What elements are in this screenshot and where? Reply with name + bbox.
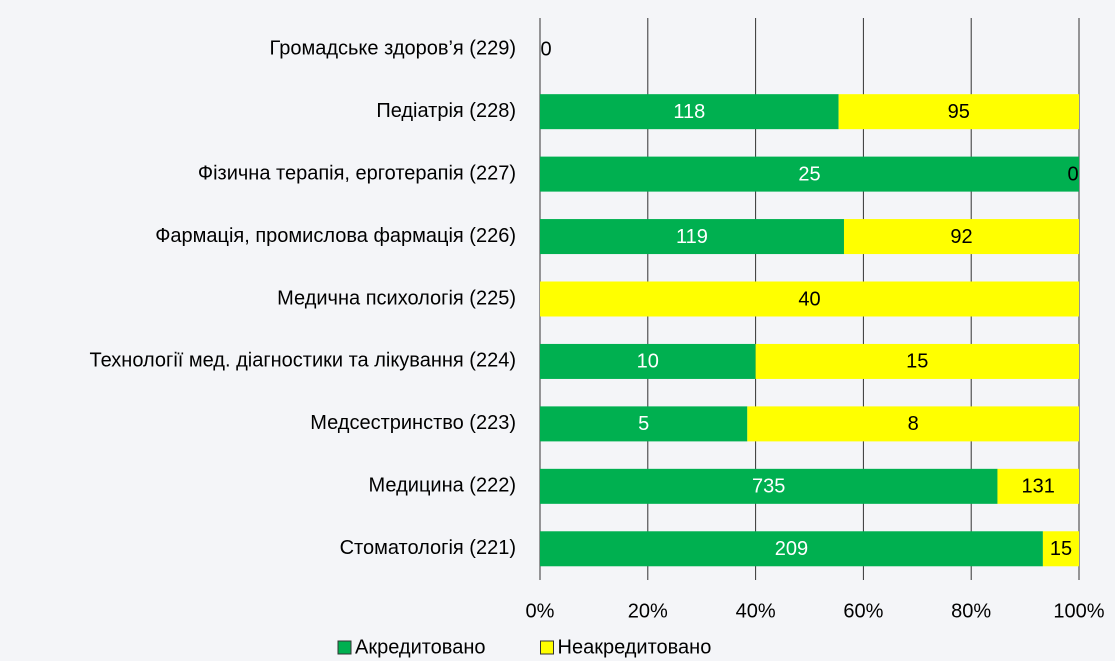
bar <box>755 343 1079 379</box>
bar <box>843 219 1079 255</box>
legend-swatch <box>337 640 352 655</box>
data-label: 209 <box>775 538 808 560</box>
data-label: 0 <box>1067 163 1078 185</box>
data-label: 735 <box>752 476 785 498</box>
x-tick-label: 0% <box>526 600 555 622</box>
data-label: 118 <box>673 101 705 123</box>
x-tick-label: 60% <box>843 600 883 622</box>
y-tick-label: Громадське здоров’я (229) <box>270 38 516 60</box>
data-label: 0 <box>540 39 551 61</box>
data-label: 131 <box>1022 476 1055 498</box>
data-label: 15 <box>906 351 928 373</box>
legend-swatch <box>540 640 554 655</box>
data-label: 119 <box>676 226 708 248</box>
data-label: 92 <box>950 226 972 248</box>
data-label: 25 <box>798 163 820 185</box>
legend-label: Неакредитовано <box>558 636 712 658</box>
bar <box>1042 531 1079 567</box>
bar <box>747 406 1079 442</box>
data-label: 10 <box>637 351 659 373</box>
data-label: 5 <box>638 413 649 435</box>
bar <box>540 219 844 255</box>
bar <box>997 468 1079 504</box>
y-tick-label: Фармація, промислова фармація (226) <box>155 225 516 247</box>
bar <box>540 468 998 504</box>
bar <box>540 343 756 379</box>
x-tick-label: 40% <box>736 600 776 622</box>
y-tick-label: Медсестринство (223) <box>310 412 516 434</box>
y-tick-label: Педіатрія (228) <box>376 100 516 122</box>
bar <box>540 94 839 130</box>
y-tick-label: Медична психологія (225) <box>277 287 516 309</box>
x-tick-label: 80% <box>951 600 991 622</box>
data-label: 95 <box>948 101 970 123</box>
data-label: 8 <box>908 413 919 435</box>
legend-label: Акредитовано <box>355 636 486 658</box>
y-tick-label: Фізична терапія, ерготерапія (227) <box>198 162 516 184</box>
bar <box>540 531 1043 567</box>
bar <box>540 281 1079 317</box>
bar <box>540 156 1079 192</box>
data-label: 40 <box>798 288 820 310</box>
x-tick-label: 20% <box>628 600 668 622</box>
y-tick-label: Медицина (222) <box>369 475 516 497</box>
y-tick-label: Стоматологія (221) <box>340 537 516 559</box>
y-tick-label: Технології мед. діагностики та лікування… <box>90 350 517 372</box>
bar <box>540 406 748 442</box>
data-label: 15 <box>1050 538 1072 560</box>
bar <box>838 94 1079 130</box>
x-tick-label: 100% <box>1053 600 1104 622</box>
